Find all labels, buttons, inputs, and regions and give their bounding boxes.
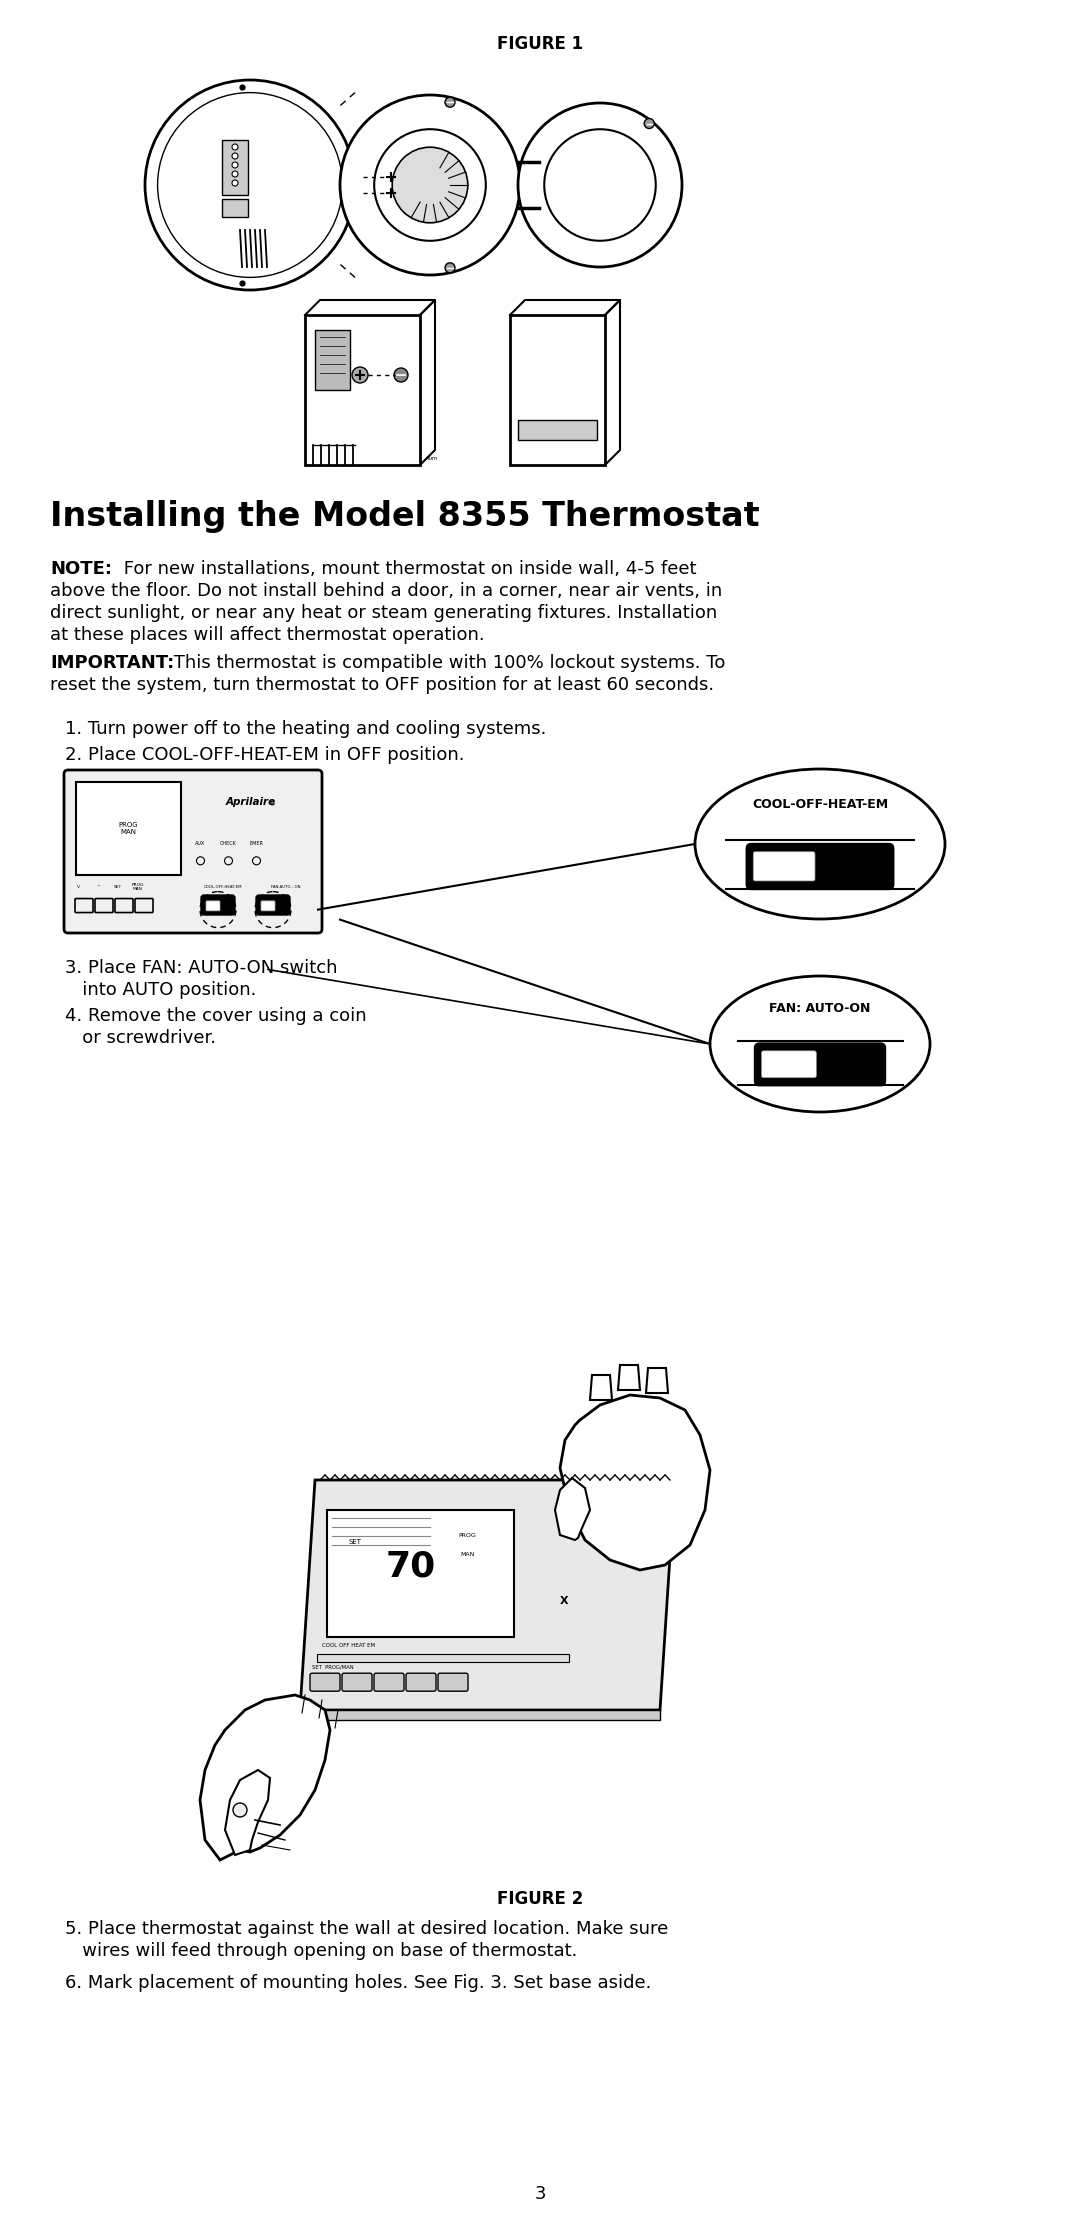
- Text: COOL OFF HEAT EM: COOL OFF HEAT EM: [322, 1643, 375, 1647]
- Bar: [222, 141, 248, 194]
- Text: Aprilaire: Aprilaire: [226, 797, 275, 808]
- FancyBboxPatch shape: [201, 895, 235, 915]
- Circle shape: [145, 80, 355, 290]
- FancyBboxPatch shape: [438, 1674, 468, 1692]
- Text: 4. Remove the cover using a coin: 4. Remove the cover using a coin: [65, 1007, 366, 1024]
- Circle shape: [445, 98, 455, 107]
- FancyBboxPatch shape: [206, 902, 220, 911]
- Text: into AUTO position.: into AUTO position.: [65, 982, 256, 1000]
- Text: NOTE:: NOTE:: [50, 560, 112, 578]
- Text: SET: SET: [349, 1538, 362, 1545]
- Text: 6. Mark placement of mounting holes. See Fig. 3. Set base aside.: 6. Mark placement of mounting holes. See…: [65, 1973, 651, 1991]
- FancyBboxPatch shape: [374, 1674, 404, 1692]
- Bar: [300, 1710, 660, 1721]
- Circle shape: [518, 103, 681, 268]
- Text: COOL-OFF-HEAT-EM: COOL-OFF-HEAT-EM: [752, 799, 888, 812]
- Ellipse shape: [710, 975, 930, 1112]
- Polygon shape: [555, 1478, 590, 1540]
- FancyBboxPatch shape: [406, 1674, 436, 1692]
- Bar: [318, 1654, 569, 1661]
- Circle shape: [232, 163, 238, 167]
- Text: 3: 3: [535, 2185, 545, 2203]
- Text: at these places will affect thermostat operation.: at these places will affect thermostat o…: [50, 625, 485, 645]
- Text: SET  PROG/MAN: SET PROG/MAN: [312, 1665, 353, 1670]
- Text: reset the system, turn thermostat to OFF position for at least 60 seconds.: reset the system, turn thermostat to OFF…: [50, 676, 714, 694]
- Text: V: V: [77, 886, 80, 888]
- Text: ®: ®: [269, 801, 275, 808]
- Text: Installing the Model 8355 Thermostat: Installing the Model 8355 Thermostat: [50, 500, 759, 533]
- FancyBboxPatch shape: [256, 895, 291, 915]
- Polygon shape: [561, 1395, 710, 1569]
- Circle shape: [232, 154, 238, 158]
- Text: COOL-OFF-HEAT-EM: COOL-OFF-HEAT-EM: [204, 886, 242, 888]
- FancyBboxPatch shape: [746, 844, 894, 891]
- Text: CHECK: CHECK: [220, 841, 237, 846]
- Text: above the floor. Do not install behind a door, in a corner, near air vents, in: above the floor. Do not install behind a…: [50, 583, 723, 600]
- Text: FAN:AUTO - ON: FAN:AUTO - ON: [271, 886, 300, 888]
- FancyBboxPatch shape: [510, 315, 605, 464]
- Bar: [315, 330, 350, 391]
- Polygon shape: [646, 1368, 669, 1393]
- Polygon shape: [200, 1694, 330, 1859]
- Text: wires will feed through opening on base of thermostat.: wires will feed through opening on base …: [65, 1942, 578, 1960]
- Text: MAN: MAN: [460, 1551, 474, 1556]
- Bar: [518, 420, 597, 440]
- Text: direct sunlight, or near any heat or steam generating fixtures. Installation: direct sunlight, or near any heat or ste…: [50, 605, 717, 623]
- Bar: [327, 1511, 514, 1636]
- FancyBboxPatch shape: [755, 1042, 886, 1085]
- Text: PROG: PROG: [459, 1533, 476, 1538]
- FancyBboxPatch shape: [761, 1051, 816, 1078]
- Text: 70: 70: [387, 1549, 436, 1585]
- Bar: [222, 199, 248, 217]
- Text: This thermostat is compatible with 100% lockout systems. To: This thermostat is compatible with 100% …: [168, 654, 726, 672]
- Bar: [76, 781, 181, 875]
- Text: IMPORTANT:: IMPORTANT:: [50, 654, 174, 672]
- Text: 1. Turn power off to the heating and cooling systems.: 1. Turn power off to the heating and coo…: [65, 721, 546, 739]
- Polygon shape: [618, 1366, 640, 1391]
- Polygon shape: [225, 1770, 270, 1855]
- Circle shape: [232, 145, 238, 150]
- Circle shape: [340, 96, 519, 275]
- Circle shape: [394, 368, 408, 382]
- Text: SET: SET: [113, 886, 122, 888]
- Text: For new installations, mount thermostat on inside wall, 4-5 feet: For new installations, mount thermostat …: [118, 560, 697, 578]
- Ellipse shape: [696, 770, 945, 920]
- FancyBboxPatch shape: [310, 1674, 340, 1692]
- Text: FIGURE 1: FIGURE 1: [497, 36, 583, 54]
- Circle shape: [233, 1803, 247, 1817]
- Text: or screwdriver.: or screwdriver.: [65, 1029, 216, 1047]
- Text: AUX: AUX: [195, 841, 205, 846]
- Polygon shape: [590, 1375, 612, 1399]
- Text: PROG
MAN: PROG MAN: [132, 884, 145, 891]
- Circle shape: [445, 263, 455, 272]
- Circle shape: [352, 366, 368, 384]
- Circle shape: [232, 172, 238, 176]
- FancyBboxPatch shape: [342, 1674, 372, 1692]
- Circle shape: [232, 181, 238, 185]
- Text: X: X: [559, 1596, 568, 1607]
- Text: ^: ^: [96, 886, 99, 888]
- Text: PROG
MAN: PROG MAN: [119, 821, 138, 835]
- Text: 2. Place COOL-OFF-HEAT-EM in OFF position.: 2. Place COOL-OFF-HEAT-EM in OFF positio…: [65, 745, 464, 763]
- Circle shape: [644, 118, 654, 129]
- Circle shape: [384, 170, 399, 183]
- Text: 5. Place thermostat against the wall at desired location. Make sure: 5. Place thermostat against the wall at …: [65, 1920, 669, 1937]
- Text: FIGURE 2: FIGURE 2: [497, 1891, 583, 1908]
- Text: FAN: AUTO-ON: FAN: AUTO-ON: [769, 1002, 870, 1016]
- Text: num: num: [426, 455, 437, 462]
- FancyBboxPatch shape: [753, 853, 815, 882]
- FancyBboxPatch shape: [64, 770, 322, 933]
- Text: EMER: EMER: [249, 841, 264, 846]
- Circle shape: [392, 147, 468, 223]
- Circle shape: [384, 185, 399, 201]
- FancyBboxPatch shape: [305, 315, 420, 464]
- Text: 3. Place FAN: AUTO-ON switch: 3. Place FAN: AUTO-ON switch: [65, 960, 337, 978]
- FancyBboxPatch shape: [261, 902, 275, 911]
- Polygon shape: [300, 1480, 675, 1710]
